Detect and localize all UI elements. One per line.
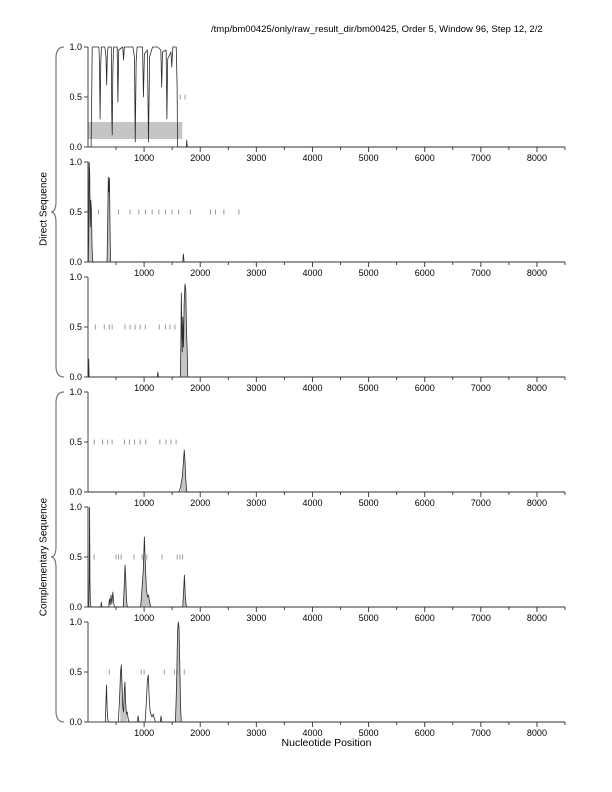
x-tick-label: 3000 [246,153,266,163]
y-tick-label: 0.0 [69,257,82,267]
x-tick-label: 3000 [246,613,266,623]
x-tick-label: 4000 [302,268,322,278]
x-tick-label: 6000 [415,613,435,623]
x-tick-label: 1000 [134,268,154,278]
axes [87,507,565,608]
x-tick-label: 2000 [190,383,210,393]
y-tick-label: 1.0 [69,617,82,627]
x-tick-label: 6000 [415,728,435,738]
x-tick-label: 2000 [190,613,210,623]
x-tick-label: 5000 [359,268,379,278]
x-tick-label: 3000 [246,728,266,738]
exon-marks [93,439,177,445]
panel-complementary-frame-2: 1.0 0.5 0.0 1000 2000 3000 4000 5000 6000 7000 800… [69,502,566,623]
x-tick-label: 8000 [527,268,547,278]
exon-marks [93,554,184,560]
y-tick-label: 1.0 [69,157,82,167]
exon-marks [97,209,240,215]
y-tick-label: 0.0 [69,142,82,152]
x-tick-label: 4000 [302,728,322,738]
axes [87,162,565,263]
panel-direct-frame-2: 1.0 0.5 0.0 1000 2000 3000 4000 5000 6000 7000 800… [69,157,566,278]
x-tick-label: 8000 [527,613,547,623]
y-tick-label: 0.5 [69,667,82,677]
x-tick-label: 6000 [415,498,435,508]
complementary-sequence-label: Complementary Sequence [38,497,50,617]
x-tick-label: 7000 [471,728,491,738]
x-tick-label: 5000 [359,728,379,738]
coding-region-fill [88,284,188,383]
coding-region-fill [180,450,187,492]
axes [87,622,565,723]
plot-title: /tmp/bm00425/only/raw_result_dir/bm00425… [211,24,543,35]
x-tick-label: 8000 [527,728,547,738]
y-tick-label: 0.0 [69,717,82,727]
x-tick-label: 3000 [246,383,266,393]
y-tick-label: 0.5 [69,552,82,562]
x-tick-label: 7000 [471,498,491,508]
exon-marks [94,324,176,330]
x-tick-label: 1000 [134,383,154,393]
probability-curve [90,46,565,148]
probability-curve [88,506,565,608]
x-tick-label: 4000 [302,383,322,393]
y-tick-label: 0.5 [69,322,82,332]
direct-sequence-label: Direct Sequence [38,172,50,246]
y-tick-label: 0.0 [69,487,82,497]
y-tick-label: 0.5 [69,92,82,102]
x-tick-label: 8000 [527,498,547,508]
x-tick-label: 1000 [134,498,154,508]
x-tick-label: 5000 [359,153,379,163]
x-tick-label: 5000 [359,613,379,623]
x-tick-label: 2000 [190,728,210,738]
y-tick-label: 0.0 [69,372,82,382]
probability-curve [87,283,565,378]
x-tick-label: 5000 [359,383,379,393]
x-tick-label: 7000 [471,153,491,163]
x-tick-label: 7000 [471,383,491,393]
coding-region-fill [120,622,182,722]
coding-region-fill [123,537,187,607]
y-tick-label: 0.0 [69,602,82,612]
x-tick-label: 4000 [302,153,322,163]
x-tick-label: 6000 [415,153,435,163]
complementary-sequence-brace [50,391,65,723]
x-tick-label: 2000 [190,268,210,278]
x-tick-label: 6000 [415,383,435,393]
panel-direct-frame-1: 1.0 0.5 0.0 1000 2000 3000 4000 5000 6000 7000 800… [69,42,566,163]
x-tick-label: 4000 [302,498,322,508]
x-tick-label: 3000 [246,498,266,508]
y-tick-label: 1.0 [69,387,82,397]
x-tick-label: 5000 [359,498,379,508]
x-tick-label: 7000 [471,613,491,623]
x-axis-label: Nucleotide Position [281,737,372,749]
y-tick-label: 1.0 [69,502,82,512]
y-tick-label: 0.5 [69,437,82,447]
y-tick-label: 1.0 [69,272,82,282]
x-tick-label: 2000 [190,498,210,508]
x-tick-label: 7000 [471,268,491,278]
x-tick-label: 1000 [134,153,154,163]
panel-complementary-frame-3: 1.0 0.5 0.0 1000 2000 3000 4000 5000 6000 7000 800… [69,617,566,738]
x-tick-label: 4000 [302,613,322,623]
x-tick-label: 8000 [527,383,547,393]
y-tick-label: 0.5 [69,207,82,217]
probability-curve [88,449,565,493]
x-tick-label: 3000 [246,268,266,278]
direct-sequence-brace [50,46,65,378]
x-tick-label: 6000 [415,268,435,278]
x-tick-label: 1000 [134,728,154,738]
probability-curve [104,621,565,723]
x-tick-label: 8000 [527,153,547,163]
probability-curve [87,161,565,263]
exon-marks [179,94,186,100]
panel-complementary-frame-1: 1.0 0.5 0.0 1000 2000 3000 4000 5000 6000 7000 800… [69,387,566,508]
x-tick-label: 2000 [190,153,210,163]
x-tick-label: 1000 [134,613,154,623]
y-tick-label: 1.0 [69,42,82,52]
panel-direct-frame-3: 1.0 0.5 0.0 1000 2000 3000 4000 5000 6000 7000 800… [69,272,566,393]
